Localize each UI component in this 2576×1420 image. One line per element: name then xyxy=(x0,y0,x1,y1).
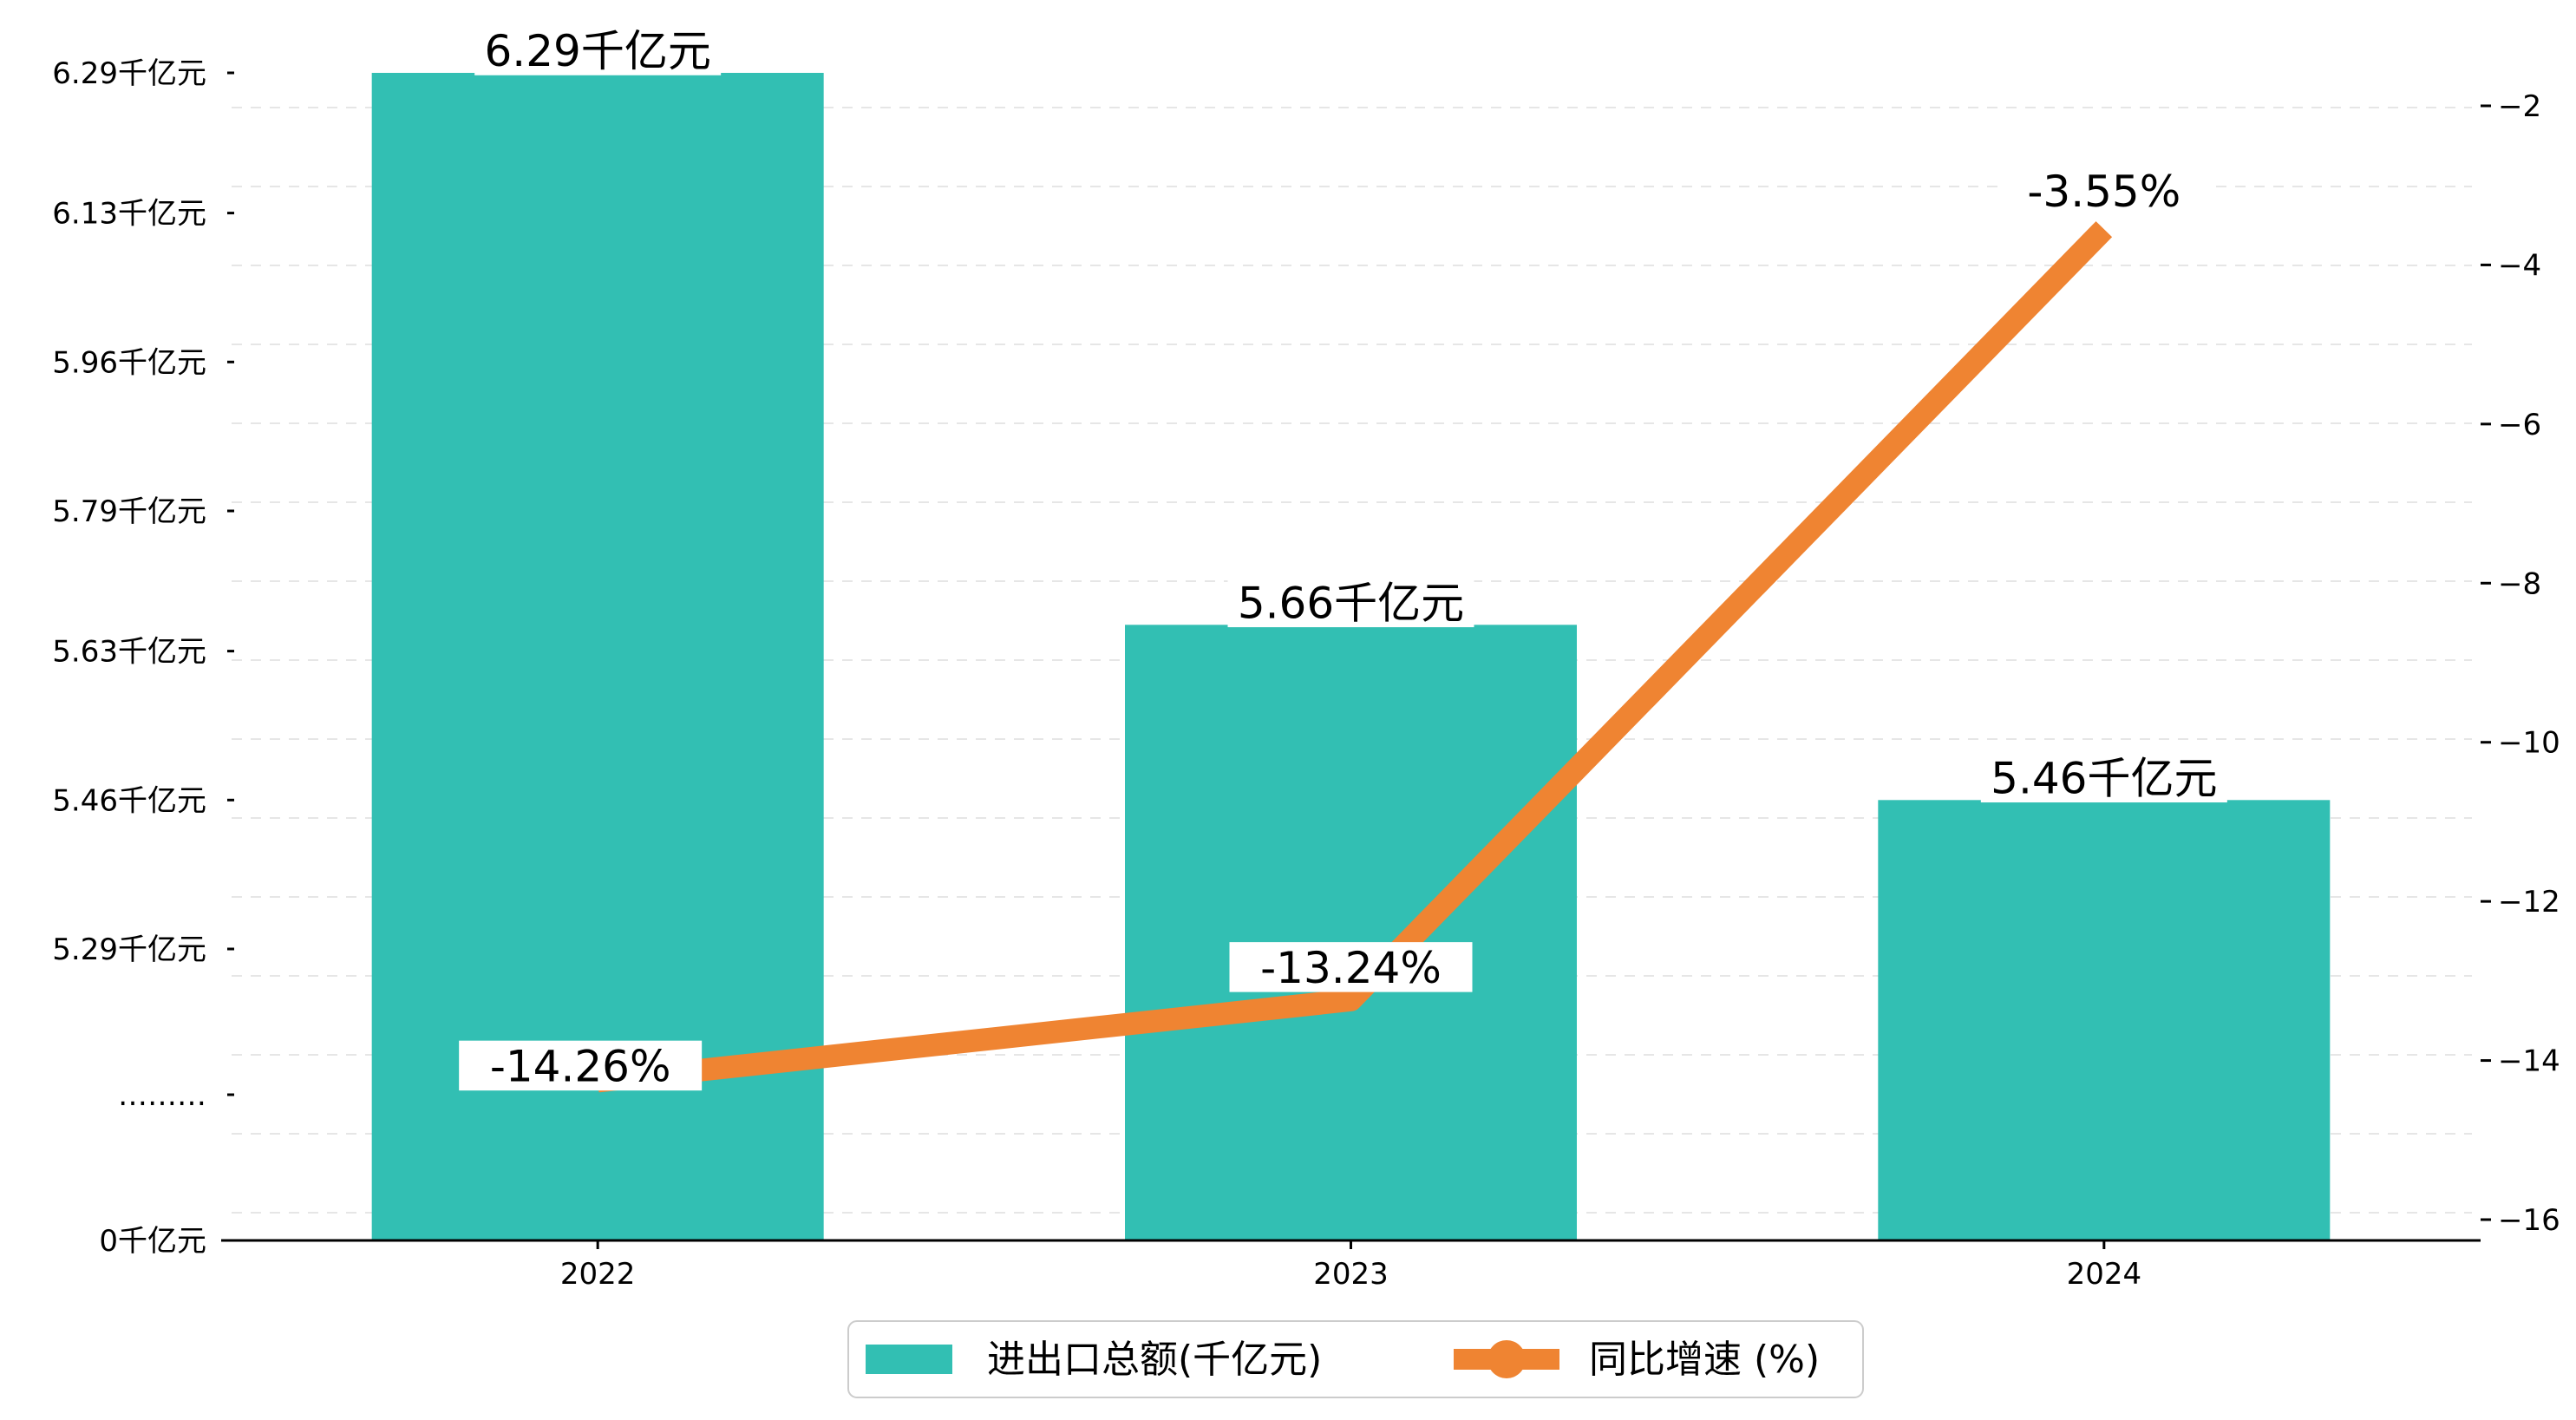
y-right-tick-label: −12 xyxy=(2498,885,2560,919)
y-right-tick-label: −6 xyxy=(2498,408,2541,442)
y-right-tick-label: −10 xyxy=(2498,726,2560,761)
y-left-tick-label: 5.46千亿元 xyxy=(52,783,206,818)
bar-2024 xyxy=(1878,800,2331,1240)
y-right-tick-label: −14 xyxy=(2498,1044,2560,1079)
y-left-tick-label: 6.29千亿元 xyxy=(52,56,206,91)
x-tick-label: 2023 xyxy=(1313,1257,1389,1292)
growth-line xyxy=(596,221,2113,1093)
y-left-tick-label: 0千亿元 xyxy=(99,1224,206,1259)
y-left-tick-label: 5.79千亿元 xyxy=(52,494,206,529)
y-right-tick-label: −8 xyxy=(2498,566,2541,601)
y-right-tick-label: −16 xyxy=(2498,1203,2560,1238)
growth-value-label: -14.26% xyxy=(459,1040,703,1091)
growth-value-label-bg xyxy=(459,1040,703,1091)
legend-label: 进出口总额(千亿元) xyxy=(987,1338,1322,1382)
y-right-tick-label: −4 xyxy=(2498,248,2541,283)
bar-value-label-bg xyxy=(1227,577,1474,628)
bar-2023 xyxy=(1125,625,1577,1240)
x-tick-label: 2024 xyxy=(2067,1257,2142,1292)
legend-swatch-marker xyxy=(1487,1340,1526,1378)
legend-label: 同比增速 (%) xyxy=(1589,1338,1820,1382)
y-left-tick-label: 6.13千亿元 xyxy=(52,197,206,232)
y-right-tick-label: −2 xyxy=(2498,89,2541,124)
growth-value-label: -13.24% xyxy=(1229,942,1473,993)
y-left-tick-label: 5.63千亿元 xyxy=(52,635,206,670)
bar-value-label: 6.29千亿元 xyxy=(474,25,722,76)
bar-value-label-text: 6.29千亿元 xyxy=(485,26,711,76)
legend-frame xyxy=(847,1320,1864,1398)
bar-value-label: 5.46千亿元 xyxy=(1980,752,2227,803)
growth-value-label: -3.55% xyxy=(1997,166,2210,217)
legend-swatch-bar xyxy=(866,1345,952,1374)
x-tick-label: 2022 xyxy=(560,1257,636,1292)
growth-value-label-text: -14.26% xyxy=(490,1041,671,1091)
growth-value-label-text: -3.55% xyxy=(2027,167,2180,217)
bar-value-label-text: 5.66千亿元 xyxy=(1238,578,1464,628)
y-left-tick-label: ……… xyxy=(118,1078,206,1113)
growth-value-label-bg xyxy=(1229,942,1473,992)
growth-value-label-text: -13.24% xyxy=(1260,943,1442,993)
bar-value-label-text: 5.46千亿元 xyxy=(1991,753,2217,803)
y-left-tick-label: 5.29千亿元 xyxy=(52,932,206,967)
legend: 进出口总额(千亿元) 同比增速 (%) xyxy=(847,1320,1864,1398)
y-left-tick-label: 5.96千亿元 xyxy=(52,345,206,380)
bar-value-label: 5.66千亿元 xyxy=(1227,577,1474,628)
bar-value-label-bg xyxy=(1980,752,2227,803)
bar-value-label-bg xyxy=(474,25,722,75)
growth-value-label-bg xyxy=(1997,166,2210,216)
